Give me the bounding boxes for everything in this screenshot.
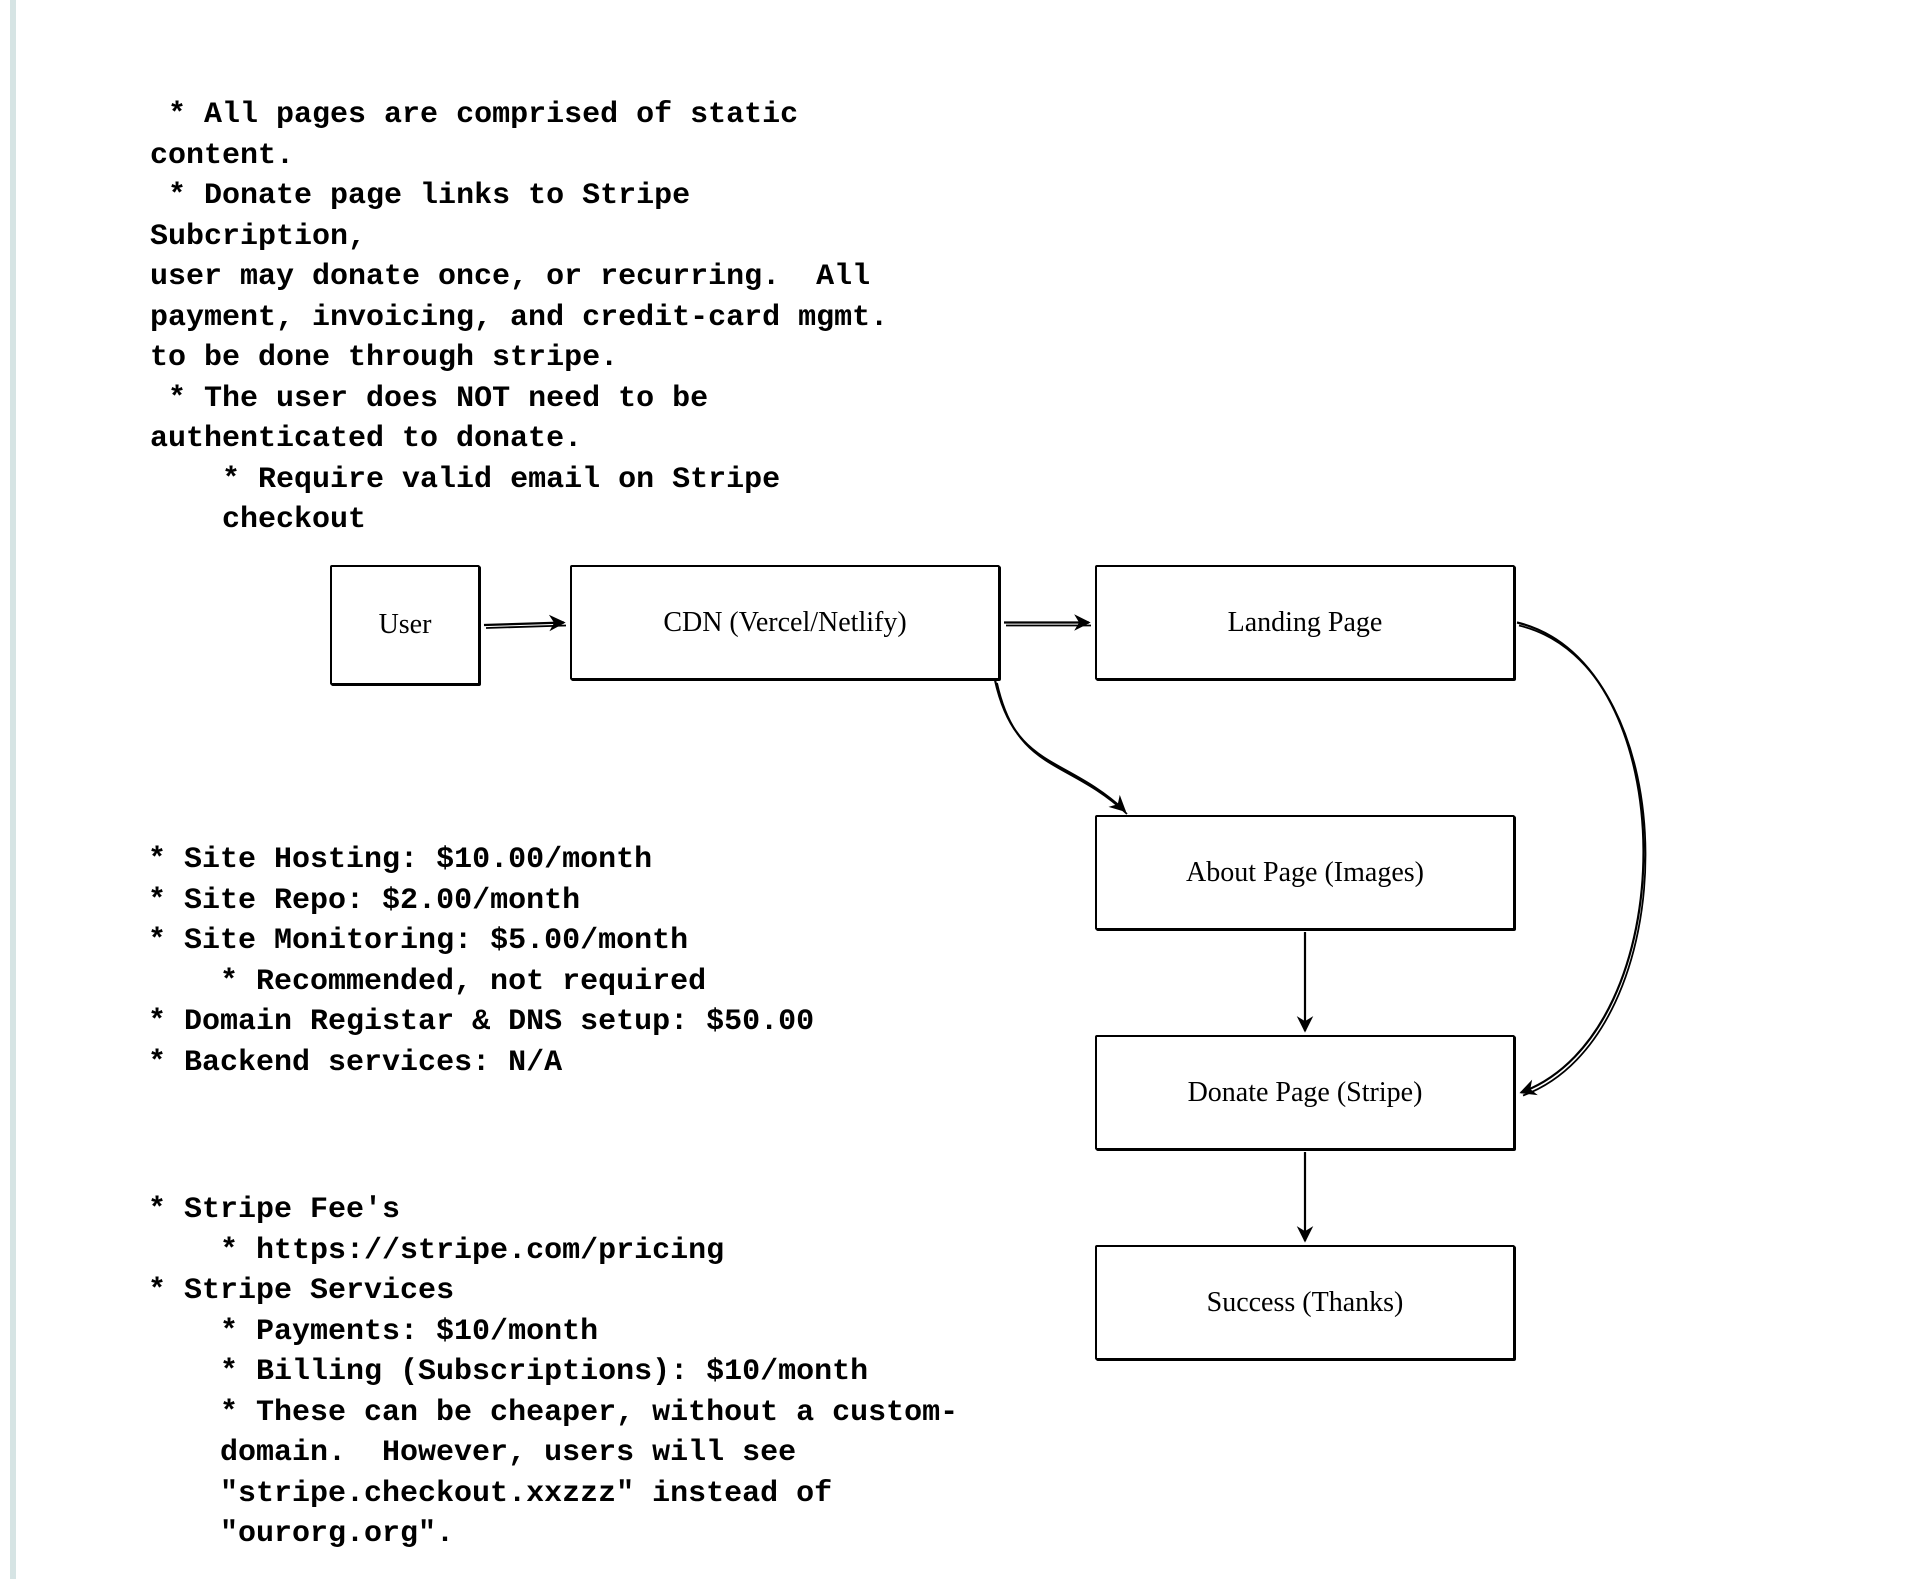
flow-node-about: About Page (Images) [1095,815,1515,930]
notes-costs: * Site Hosting: $10.00/month * Site Repo… [130,840,950,1083]
flow-edge [995,680,1125,811]
flow-node-label: About Page (Images) [1186,857,1424,889]
flow-node-cdn: CDN (Vercel/Netlify) [570,565,1000,680]
flow-edge [1519,626,1646,1096]
flow-edge [1517,623,1644,1093]
flow-node-landing: Landing Page [1095,565,1515,680]
flow-node-label: Landing Page [1228,607,1383,639]
notes-stripe: * Stripe Fee's * https://stripe.com/pric… [130,1190,1050,1555]
flow-node-label: Donate Page (Stripe) [1188,1077,1423,1109]
notes-top: * All pages are comprised of static cont… [150,95,900,541]
flow-edge [486,626,566,629]
notes-costs-text: * Site Hosting: $10.00/month * Site Repo… [130,840,950,1083]
flow-node-label: CDN (Vercel/Netlify) [663,607,906,639]
notes-top-text: * All pages are comprised of static cont… [150,95,900,541]
left-vertical-rule [10,0,16,1579]
flow-node-label: User [379,609,432,641]
flow-node-success: Success (Thanks) [1095,1245,1515,1360]
flow-node-user: User [330,565,480,685]
flow-edge [997,683,1127,814]
flow-edge [484,623,564,626]
notes-stripe-text: * Stripe Fee's * https://stripe.com/pric… [130,1190,1050,1555]
flow-node-donate: Donate Page (Stripe) [1095,1035,1515,1150]
flow-node-label: Success (Thanks) [1207,1287,1404,1319]
